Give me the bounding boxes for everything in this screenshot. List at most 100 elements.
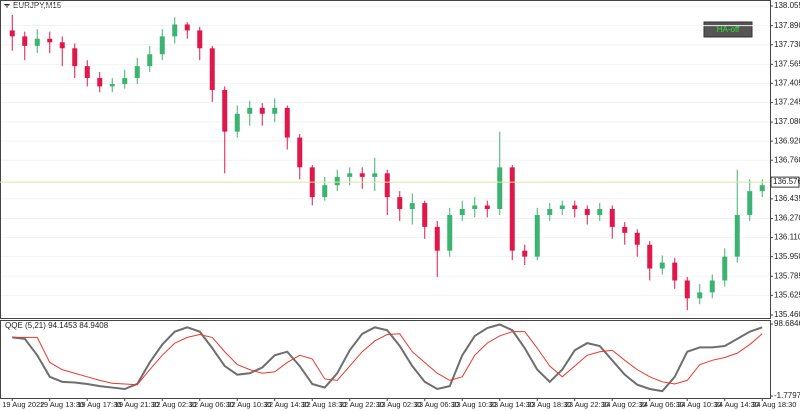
y-tick-label: 136.760 (774, 155, 800, 164)
candle-body (609, 209, 615, 227)
x-tick-label: 22 Aug 10:30 (227, 400, 271, 409)
candle-body (159, 36, 165, 55)
x-tick-label: 19 Aug 13:30 (40, 400, 84, 409)
sub-frame (0, 320, 771, 399)
y-tick-label: 137.730 (774, 40, 800, 49)
y-tick-label: 137.565 (774, 59, 800, 68)
candle-body (47, 38, 53, 43)
candle-body (647, 244, 653, 269)
candle-body (322, 185, 328, 198)
candle-body (659, 262, 665, 269)
x-tick-label: 23 Aug 14:30 (490, 400, 534, 409)
candle-body (222, 89, 228, 132)
candle-body (409, 203, 415, 210)
x-tick-label: 24 Aug 10:30 (677, 400, 721, 409)
candle-body (709, 280, 715, 293)
y-tick-label: 136.920 (774, 136, 800, 145)
candle-body (134, 66, 140, 79)
y-tick-label: 137.080 (774, 117, 800, 126)
candle-body (509, 167, 515, 251)
indicator-title: QQE (5,21) 94.1453 84.9408 (5, 321, 109, 330)
x-tick-label: 22 Aug 22:30 (340, 400, 384, 409)
x-tick-label: 22 Aug 02:30 (152, 400, 196, 409)
candle-body (184, 24, 190, 31)
candle-body (284, 107, 290, 138)
y-tick-label: 137.245 (774, 98, 800, 107)
candle-body (547, 209, 553, 215)
candle-body (759, 185, 765, 192)
candle-body (484, 205, 490, 210)
x-tick-label: 24 Aug 18:30 (752, 400, 796, 409)
y-tick-label: 135.460 (774, 310, 800, 319)
candle-body (497, 167, 503, 210)
candle-body (722, 256, 728, 281)
candle-body (84, 66, 90, 79)
y-tick-label: 136.435 (774, 194, 800, 203)
candle-body (472, 205, 478, 210)
x-tick-label: 22 Aug 14:30 (265, 400, 309, 409)
candle-body (259, 107, 265, 114)
candle-body (634, 232, 640, 245)
y-tick-label: 136.270 (774, 214, 800, 223)
candle-body (597, 209, 603, 215)
x-tick-label: 23 Aug 22:30 (565, 400, 609, 409)
x-tick-label: 22 Aug 18:30 (302, 400, 346, 409)
y-tick-label: 136.110 (774, 233, 800, 242)
candle-body (297, 137, 303, 168)
candle-body (622, 226, 628, 233)
x-tick-label: 23 Aug 18:30 (527, 400, 571, 409)
candle-body (747, 191, 753, 215)
y-tick-label: 137.890 (774, 21, 800, 30)
indicator-line (12, 331, 763, 386)
x-tick-label: 24 Aug 14:30 (715, 400, 759, 409)
y-tick-label: 137.405 (774, 79, 800, 88)
x-tick-label: 24 Aug 02:30 (602, 400, 646, 409)
candle-body (384, 173, 390, 198)
x-tick-label: 22 Aug 06:30 (190, 400, 234, 409)
candle-body (684, 280, 690, 299)
candle-body (34, 38, 40, 46)
x-tick-label: 19 Aug 17:30 (77, 400, 121, 409)
candle-body (234, 113, 240, 132)
x-tick-label: 23 Aug 10:30 (452, 400, 496, 409)
candle-body (697, 292, 703, 299)
y-tick-label: 135.950 (774, 252, 800, 261)
x-tick-label: 19 Aug 2022 (2, 400, 44, 409)
candle-body (197, 30, 203, 49)
candle-body (359, 173, 365, 177)
candle-body (397, 197, 403, 210)
candle-body (522, 250, 528, 257)
x-tick-label: 19 Aug 21:30 (115, 400, 159, 409)
x-tick-label: 23 Aug 06:30 (415, 400, 459, 409)
candle-body (447, 214, 453, 251)
candle-body (334, 176, 340, 186)
candle-body (422, 203, 428, 227)
candle-body (22, 36, 28, 46)
candle-body (672, 262, 678, 281)
candle-body (247, 107, 253, 114)
candle-body (72, 48, 78, 67)
y-tick-label: 135.625 (774, 290, 800, 299)
current-price-box (770, 176, 800, 188)
candle-body (734, 214, 740, 257)
y-tick-label: 98.6846 (774, 319, 800, 328)
current-price-label: 136.576 (773, 177, 800, 186)
x-tick-label: 23 Aug 02:30 (377, 400, 421, 409)
candle-body (559, 205, 565, 210)
y-tick-label: 138.055 (774, 1, 800, 10)
candle-body (59, 42, 65, 49)
candle-body (372, 173, 378, 177)
candle-body (584, 209, 590, 215)
candle-body (9, 30, 15, 37)
candle-body (147, 54, 153, 67)
candle-body (97, 78, 103, 87)
ha-button-label[interactable]: HA-off (717, 25, 740, 34)
candle-body (272, 107, 278, 114)
main-frame (0, 0, 771, 319)
candle-body (434, 226, 440, 251)
y-tick-label: -1.7797 (774, 391, 800, 400)
candle-body (347, 173, 353, 177)
candle-body (109, 83, 115, 87)
y-tick-label: 135.785 (774, 271, 800, 280)
